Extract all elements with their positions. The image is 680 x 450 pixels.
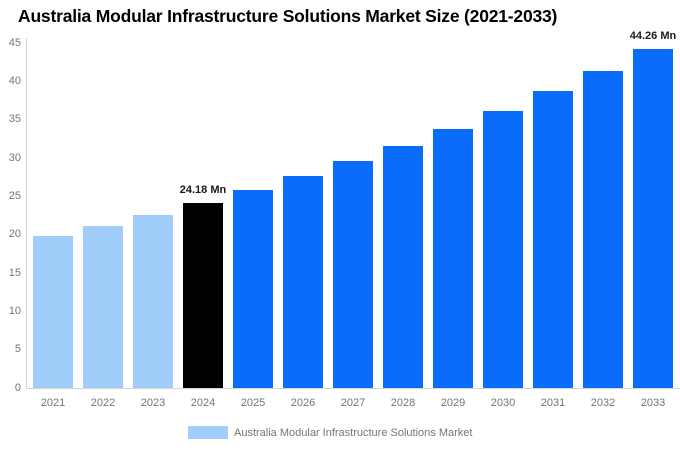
bar-2028 (383, 145, 423, 388)
x-tick-2033: 2033 (640, 397, 666, 409)
x-axis-line (26, 388, 680, 389)
chart-title: Australia Modular Infrastructure Solutio… (18, 6, 558, 26)
x-tick-2022: 2022 (90, 397, 116, 409)
bar-2022 (83, 225, 123, 388)
bar-2030 (483, 110, 523, 388)
y-tick-0: 0 (14, 381, 21, 394)
x-tick-2031: 2031 (540, 397, 566, 409)
y-tick-25: 25 (8, 189, 21, 202)
data-label-2024: 24.18 Mn (179, 183, 227, 196)
y-tick-40: 40 (8, 74, 21, 87)
x-tick-2030: 2030 (490, 397, 516, 409)
y-tick-45: 45 (8, 36, 21, 49)
x-tick-2028: 2028 (390, 397, 416, 409)
legend-swatch (188, 426, 228, 439)
bar-2027 (333, 161, 373, 388)
y-tick-20: 20 (8, 228, 21, 241)
bar-2033 (633, 48, 673, 388)
x-tick-2027: 2027 (340, 397, 366, 409)
x-tick-2029: 2029 (440, 397, 466, 409)
bar-2032 (583, 70, 623, 388)
bar-2023 (133, 214, 173, 388)
y-tick-35: 35 (8, 113, 21, 126)
bar-2024 (183, 202, 223, 388)
legend: Australia Modular Infrastructure Solutio… (188, 426, 472, 439)
bar-2031 (533, 91, 573, 388)
y-tick-30: 30 (8, 151, 21, 164)
y-tick-10: 10 (8, 304, 21, 317)
data-label-2033: 44.26 Mn (629, 29, 677, 42)
x-tick-2025: 2025 (240, 397, 266, 409)
y-tick-5: 5 (14, 343, 21, 356)
x-tick-2026: 2026 (290, 397, 316, 409)
y-tick-15: 15 (8, 266, 21, 279)
x-tick-2032: 2032 (590, 397, 616, 409)
y-axis-line (26, 38, 27, 388)
x-tick-2023: 2023 (140, 397, 166, 409)
bar-2025 (233, 189, 273, 388)
legend-label: Australia Modular Infrastructure Solutio… (234, 426, 473, 439)
x-tick-2021: 2021 (40, 397, 66, 409)
x-tick-2024: 2024 (190, 397, 216, 409)
bar-2026 (283, 175, 323, 388)
bar-2029 (433, 128, 473, 388)
bar-2021 (33, 236, 73, 388)
